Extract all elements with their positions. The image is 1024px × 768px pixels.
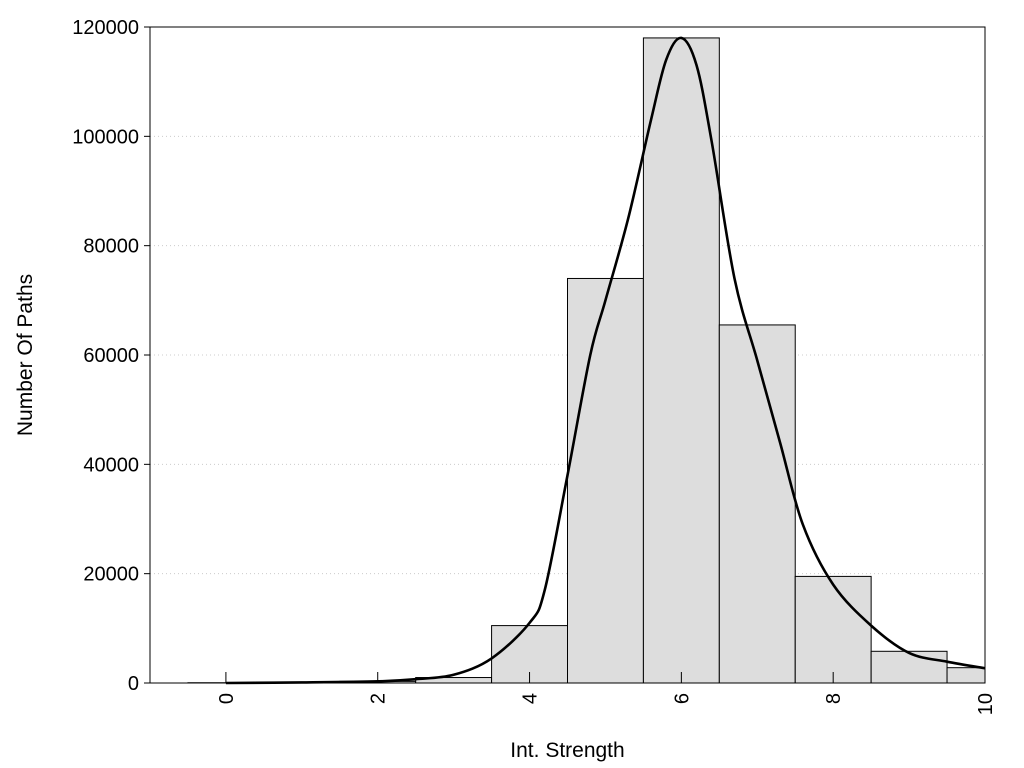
x-tick-label: 6: [671, 693, 693, 704]
x-tick-label: 8: [823, 693, 845, 704]
x-axis-ticks: 0 2 4 6 8 10: [216, 672, 997, 715]
histogram-bar: [870, 650, 948, 684]
histogram-bar: [794, 575, 872, 684]
histogram-bar: [718, 324, 796, 684]
histogram-bar: [567, 277, 644, 684]
histogram-bar: [946, 667, 986, 684]
x-tick-label: 2: [368, 693, 390, 704]
y-tick-label: 60000: [83, 345, 139, 367]
x-tick-label: 10: [975, 693, 997, 715]
y-tick-label: 120000: [72, 17, 139, 39]
y-axis-ticks: 0 20000 40000 60000 80000 100000 120000: [72, 17, 150, 695]
histogram-bar: [642, 37, 720, 684]
y-tick-label: 100000: [72, 126, 139, 148]
x-axis-label: Int. Strength: [510, 739, 624, 762]
x-tick-label: 0: [216, 693, 238, 704]
bars: [187, 37, 986, 684]
x-tick-label: 4: [520, 693, 542, 704]
y-tick-label: 40000: [83, 454, 139, 476]
y-axis-label: Number Of Paths: [14, 274, 37, 436]
density-curve: [225, 36, 986, 685]
y-tick-label: 20000: [83, 564, 139, 586]
y-tick-label: 0: [128, 673, 139, 695]
y-tick-label: 80000: [83, 236, 139, 258]
